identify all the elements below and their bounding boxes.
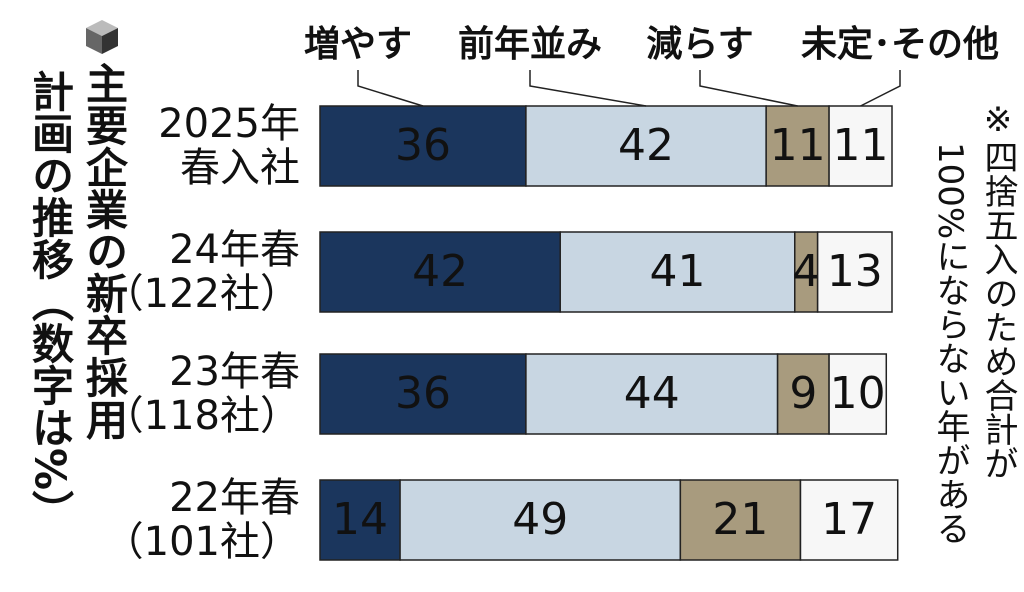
legend-label: 減らす: [646, 24, 753, 65]
cube-icon: [86, 20, 118, 54]
value-label: 9: [789, 368, 817, 419]
bar-segment: [399, 479, 682, 561]
value-label: 49: [512, 494, 568, 545]
legend-leader: [699, 70, 798, 107]
value-label: 11: [833, 120, 889, 171]
value-label: 14: [332, 494, 388, 545]
value-label: 10: [830, 368, 886, 419]
value-label: 36: [395, 120, 451, 171]
bar-segment: [319, 353, 527, 435]
bar-segment: [525, 353, 779, 435]
category-note: （118社）: [104, 393, 300, 439]
value-label: 4: [792, 246, 820, 297]
value-label: 17: [821, 494, 877, 545]
value-label: 11: [770, 120, 826, 171]
value-label: 13: [827, 246, 883, 297]
bar-segment: [816, 231, 893, 313]
value-label: 36: [395, 368, 451, 419]
bar-segment: [799, 479, 899, 561]
legend-leader: [529, 70, 647, 107]
value-label: 41: [650, 246, 706, 297]
value-label: 21: [712, 494, 768, 545]
chart-title: 主要企業の新卒採用: [80, 62, 129, 440]
bar-segment: [319, 479, 401, 561]
category-label: 23年春: [169, 349, 300, 395]
value-label: 42: [618, 120, 674, 171]
category-note: 春入社: [180, 145, 300, 191]
category-label: 2025年: [158, 101, 300, 147]
bar-segment: [525, 105, 767, 187]
bar-segment: [319, 105, 527, 187]
note: ※四捨五入のため合計が: [978, 100, 1018, 480]
note: 100%にならない年がある: [930, 142, 970, 545]
legend-label: 前年並み: [458, 24, 602, 65]
bar-segment: [319, 231, 561, 313]
legend-label: 増やす: [304, 24, 412, 65]
legend-leader: [860, 70, 901, 107]
category-label: 24年春: [169, 227, 300, 273]
value-label: 42: [412, 246, 468, 297]
bar-segment: [679, 479, 802, 561]
legend-label: 未定･その他: [801, 24, 999, 65]
value-label: 44: [624, 368, 680, 419]
bar-segment: [828, 353, 888, 435]
chart-title: 計画の推移（数字は%）: [26, 70, 75, 532]
legend-leader: [357, 70, 424, 107]
category-label: 22年春: [169, 475, 300, 521]
category-note: （122社）: [104, 271, 300, 317]
bar-segment: [559, 231, 796, 313]
category-note: （101社）: [104, 519, 300, 565]
